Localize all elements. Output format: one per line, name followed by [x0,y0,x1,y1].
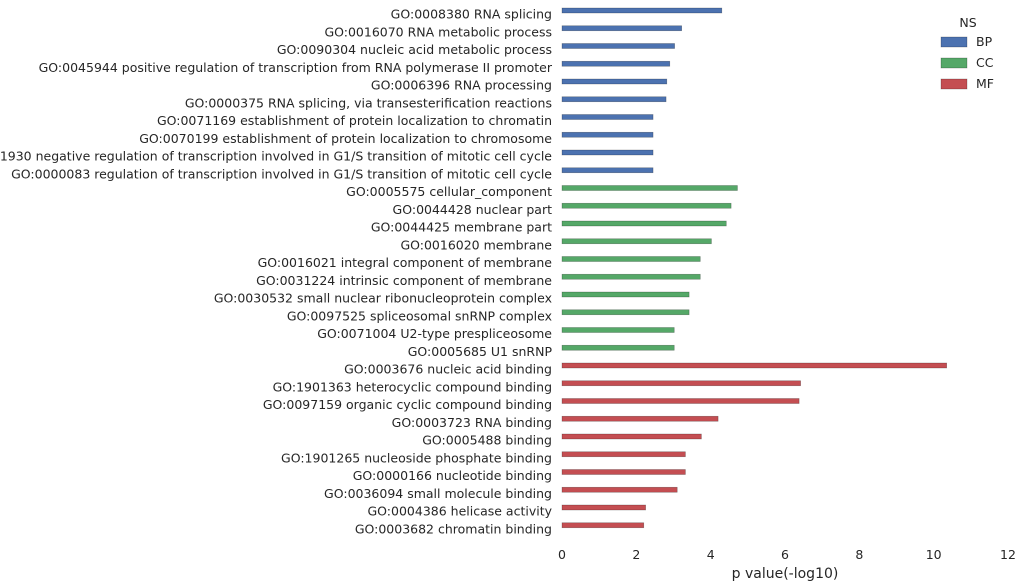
category-label: GO:0016070 RNA metabolic process [324,24,552,39]
bar-cc [561,220,727,227]
bar-mf [561,486,678,493]
category-label: GO:1901265 nucleoside phosphate binding [281,450,552,465]
category-label: GO:0006396 RNA processing [371,78,552,93]
x-tick-label: 8 [855,547,863,562]
category-label: GO:0070199 establishment of protein loca… [139,131,552,146]
legend-label-mf: MF [976,76,994,91]
legend-label-cc: CC [976,55,994,70]
category-label: GO:0016021 integral component of membran… [258,255,553,270]
category-label: GO:0071004 U2-type prespliceosome [317,326,552,341]
bar-cc [561,202,732,209]
bar-mf [561,469,686,475]
category-label: GO:0005488 binding [422,433,552,448]
category-label: GO:0071169 establishment of protein loca… [157,113,552,128]
bar-cc [561,273,701,280]
x-tick-label: 6 [781,547,789,562]
bar-cc [561,238,712,245]
bar-bp [561,149,654,156]
bar-mf [561,504,646,511]
category-label: GO:0000166 nucleotide binding [353,468,552,483]
bar-mf [561,362,947,369]
category-label: GO:0000083 regulation of transcription i… [11,166,552,181]
category-label: GO:0016020 membrane [400,237,552,252]
category-labels: GO:0008380 RNA splicing GO:0016070 RNA me… [0,7,553,537]
category-label: GO:0003676 nucleic acid binding [344,362,552,377]
bar-cc [561,344,675,351]
legend: NS BP CC MF [940,15,994,91]
x-tick-label: 4 [707,547,715,562]
bar-mf [561,398,800,404]
bar-bp [561,60,671,67]
bar-cc [561,309,690,316]
bar-cc [561,291,690,298]
x-tick-label: 0 [558,547,566,562]
legend-title: NS [959,15,976,30]
category-label: GO:0000375 RNA splicing, via transesteri… [185,95,552,110]
category-label: GO:0005575 cellular_component [346,184,552,199]
bar-bp [561,25,682,32]
category-label: GO:0004386 helicase activity [367,504,552,519]
x-tick-label: 12 [1000,547,1016,562]
bar-bp [561,7,723,14]
bar-mf [561,451,686,458]
legend-swatch-cc [940,57,968,69]
bar-cc [561,256,701,262]
category-label: GO:0008380 RNA splicing [391,7,552,22]
legend-label-bp: BP [976,34,993,49]
category-label: GO:0044428 nuclear part [393,202,553,217]
bar-bp [561,78,668,85]
category-label: GO:0031224 intrinsic component of membra… [256,273,552,288]
category-label: GO:0003723 RNA binding [392,415,552,430]
bar-mf [561,433,702,440]
legend-swatch-bp [940,36,968,48]
bar-mf [561,415,719,422]
bar-bp [561,167,654,174]
category-label: GO:0003682 chromatin binding [355,521,552,536]
bar-bp [561,43,675,49]
x-axis-label: p value(-log10) [732,566,839,582]
bar-mf [561,380,801,387]
category-label: GO:0044425 membrane part [371,220,552,235]
bars-layer [561,7,947,529]
legend-swatch-mf [940,78,968,90]
category-label: GO:0097159 organic cyclic compound bindi… [263,397,552,412]
category-label: GO:0097525 spliceosomal snRNP complex [287,308,552,323]
bar-bp [561,131,654,138]
category-label: GO:0036094 small molecule binding [324,486,552,501]
bar-bp [561,96,667,103]
bar-bp [561,114,654,120]
category-label: GO:1901363 heterocyclic compound binding [273,379,552,394]
legend-entries: BP CC MF [940,34,994,91]
bar-cc [561,327,675,333]
x-tick-label: 10 [926,547,942,562]
category-label: GO:0045944 positive regulation of transc… [39,60,553,75]
category-label: GO:0005685 U1 snRNP [408,344,553,359]
category-label: GO:0030532 small nuclear ribonucleoprote… [214,291,552,306]
bar-cc [561,185,738,191]
bar-mf [561,522,645,529]
x-tick-label: 2 [632,547,640,562]
x-axis-ticks: 0 2 4 6 8 10 12 [558,547,1016,562]
category-label: GO:0071930 negative regulation of transc… [0,149,552,164]
category-label: GO:0090304 nucleic acid metabolic proces… [277,42,552,57]
